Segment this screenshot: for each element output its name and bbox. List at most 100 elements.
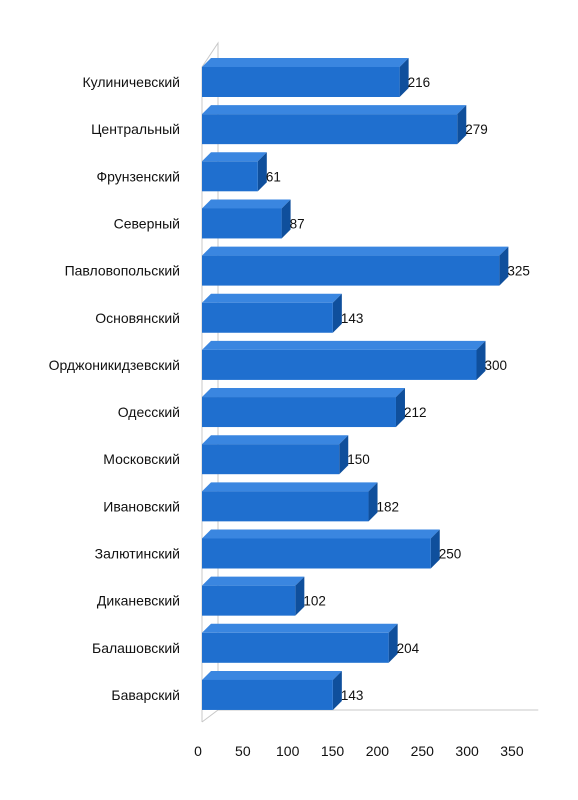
value-label: 216 — [408, 75, 431, 90]
bar-side-face — [295, 576, 305, 616]
bar-top-face — [202, 576, 305, 586]
bar-front-face — [202, 491, 369, 522]
value-label: 204 — [397, 641, 420, 656]
bar-top-face — [202, 105, 467, 115]
bar — [202, 199, 291, 239]
bar-front-face — [202, 679, 333, 710]
value-label: 87 — [290, 216, 305, 231]
x-tick-label: 150 — [321, 743, 345, 759]
bar-front-face — [202, 585, 296, 616]
value-label: 325 — [507, 264, 530, 279]
bar-top-face — [202, 246, 509, 256]
bar-front-face — [202, 67, 400, 97]
bar-front-face — [202, 114, 458, 145]
bar-side-face — [430, 529, 440, 569]
category-label: Диканевский — [97, 593, 180, 609]
bar-top-face — [202, 623, 398, 633]
bar-top-face — [202, 482, 378, 492]
bar — [202, 623, 398, 663]
bar — [202, 246, 509, 286]
category-label: Фрунзенский — [96, 168, 180, 184]
bars-group — [202, 58, 509, 710]
bar-side-face — [368, 482, 378, 522]
value-label: 102 — [303, 594, 326, 609]
bar-front-face — [202, 538, 431, 569]
bar — [202, 435, 349, 475]
bar-front-face — [202, 632, 389, 663]
axis-floor-line — [201, 709, 539, 723]
category-label: Московский — [103, 451, 180, 467]
bar-side-face — [339, 435, 349, 475]
bar — [202, 576, 305, 616]
value-label: 150 — [347, 452, 370, 467]
bar-side-face — [388, 623, 398, 663]
bar — [202, 340, 486, 380]
bar-front-face — [202, 397, 396, 428]
x-tick-label: 0 — [194, 743, 202, 759]
bar-side-face — [332, 670, 342, 710]
value-label: 143 — [341, 688, 364, 703]
bar — [202, 482, 378, 522]
bar — [202, 58, 409, 97]
bar-side-face — [257, 152, 267, 192]
bar-side-face — [499, 246, 509, 286]
x-tick-label: 350 — [500, 743, 524, 759]
bar-side-face — [332, 293, 342, 333]
category-labels: Кулиничевский Центральный Фрунзенский Север… — [49, 74, 180, 703]
bar-top-face — [202, 529, 440, 539]
x-tick-label: 50 — [235, 743, 251, 759]
bar — [202, 105, 467, 145]
value-label: 300 — [485, 358, 508, 373]
axis-wall-line — [201, 41, 219, 722]
bar-side-face — [476, 340, 486, 380]
bar-top-face — [202, 435, 349, 445]
category-label: Кулиничевский — [82, 74, 180, 90]
bar-top-face — [202, 388, 405, 398]
bar-front-face — [202, 255, 500, 286]
value-label: 279 — [465, 122, 488, 137]
bar-front-face — [202, 208, 282, 239]
x-tick-label: 100 — [276, 743, 300, 759]
bar — [202, 670, 342, 710]
category-label: Центральный — [91, 121, 180, 137]
x-tick-label: 300 — [455, 743, 479, 759]
value-label: 212 — [404, 405, 427, 420]
bar-front-face — [202, 444, 340, 475]
category-label: Павловопольский — [65, 263, 180, 279]
bar-front-face — [202, 349, 477, 380]
category-label: Залютинский — [95, 546, 180, 562]
bar-top-face — [202, 58, 409, 67]
bar — [202, 388, 405, 428]
x-axis-tick-labels: 0 50 100 150 200 250 300 350 — [194, 743, 524, 759]
bar-top-face — [202, 670, 342, 680]
bar-top-face — [202, 340, 486, 350]
value-labels: 216 279 61 87 325 143 300 212 150 182 250 102 204 143 — [266, 75, 530, 703]
bar-top-face — [202, 199, 291, 209]
bar-side-face — [281, 199, 291, 239]
value-label: 61 — [266, 169, 281, 184]
category-label: Баварский — [111, 687, 180, 703]
category-label: Северный — [114, 215, 180, 231]
x-tick-label: 250 — [411, 743, 435, 759]
bar-side-face — [457, 105, 467, 145]
bar-side-face — [395, 388, 405, 428]
bar-top-face — [202, 152, 267, 162]
value-label: 143 — [341, 311, 364, 326]
bar — [202, 152, 267, 192]
bar — [202, 293, 342, 333]
value-label: 250 — [439, 547, 462, 562]
category-label: Ивановский — [103, 498, 180, 514]
category-label: Одесский — [118, 404, 180, 420]
bar — [202, 529, 440, 569]
bar-front-face — [202, 161, 258, 192]
bar-top-face — [202, 293, 342, 303]
chart-back-wall — [201, 41, 539, 723]
category-label: Балашовский — [92, 640, 180, 656]
x-tick-label: 200 — [366, 743, 390, 759]
value-label: 182 — [377, 499, 400, 514]
category-label: Основянский — [95, 310, 180, 326]
bar-front-face — [202, 302, 333, 333]
bar-side-face — [399, 58, 409, 97]
category-label: Орджоникидзевский — [49, 357, 180, 373]
